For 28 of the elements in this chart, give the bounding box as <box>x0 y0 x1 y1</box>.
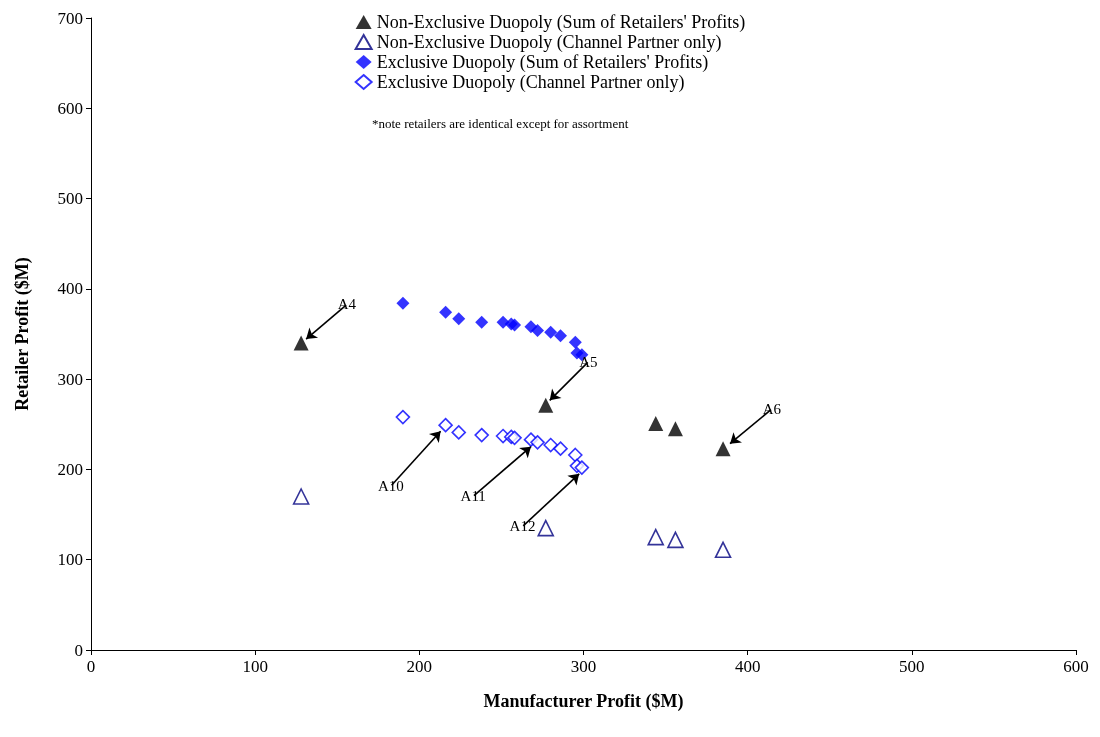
x-tick-label: 600 <box>1063 657 1089 676</box>
y-tick-label: 0 <box>74 640 83 660</box>
y-tick-label: 200 <box>57 459 83 479</box>
x-tick-label: 300 <box>570 657 597 676</box>
y-tick-label: 700 <box>57 8 83 28</box>
annotation: A10 <box>378 477 404 494</box>
annotation: A6 <box>762 401 782 418</box>
y-tick-label: 600 <box>57 98 83 118</box>
legend-label: Non-Exclusive Duopoly (Sum of Retailers' Profits) <box>376 12 746 33</box>
annotation: A11 <box>460 488 486 505</box>
x-tick-label: 200 <box>406 657 433 676</box>
y-tick-label: 100 <box>57 550 83 570</box>
annotation: A4 <box>337 296 357 313</box>
x-tick-label: 0 <box>86 657 96 676</box>
legend-label: Exclusive Duopoly (Channel Partner only) <box>376 72 685 93</box>
x-tick-label: 100 <box>242 657 268 676</box>
legend-label: Non-Exclusive Duopoly (Channel Partner only) <box>376 32 722 53</box>
y-axis-title: Retailer Profit ($M) <box>12 257 33 411</box>
x-tick-label: 400 <box>734 657 761 676</box>
legend-label: Exclusive Duopoly (Sum of Retailers' Profits) <box>376 52 709 73</box>
x-tick-label: 500 <box>899 657 925 676</box>
y-tick-label: 300 <box>57 369 83 389</box>
annotation: *note retailers are identical except for assortment <box>372 116 629 131</box>
x-axis-title: Manufacturer Profit ($M) <box>483 691 684 712</box>
y-tick-label: 500 <box>57 189 83 209</box>
y-tick-label: 400 <box>57 279 83 299</box>
annotation: A5 <box>579 353 598 370</box>
annotation: A12 <box>509 518 536 535</box>
